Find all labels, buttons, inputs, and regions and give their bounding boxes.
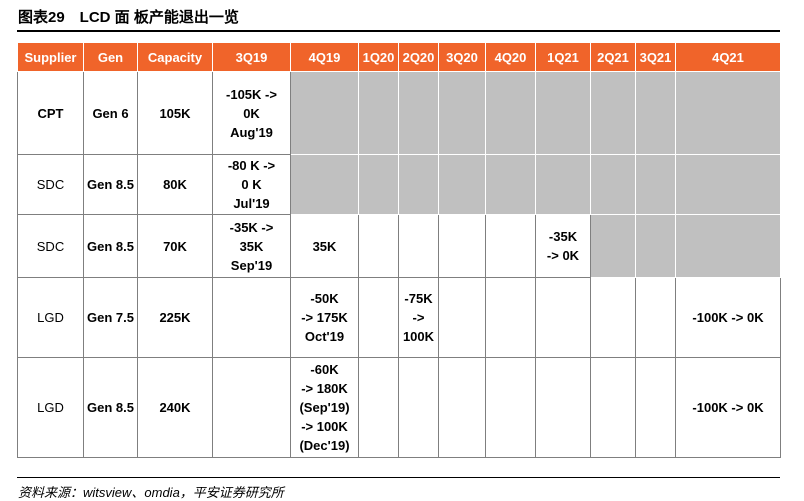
column-header: Gen [83,42,138,72]
column-header: 3Q19 [212,42,291,72]
table-cell [590,154,636,215]
table-cell: Gen 8.5 [83,214,138,278]
table-cell [398,71,439,155]
table-cell [438,154,486,215]
table-cell [535,154,591,215]
table-cell [290,154,359,215]
table-cell: SDC [17,214,84,278]
table-cell: CPT [17,71,84,155]
column-header: 1Q21 [535,42,591,72]
table-cell: -100K -> 0K [675,357,781,458]
table-cell: Gen 7.5 [83,277,138,358]
table-cell [438,277,486,358]
table-cell [358,154,399,215]
table-cell: -80 K -> 0 K Jul'19 [212,154,291,215]
table: Supplier Gen Capacity 3Q19 4Q19 1Q20 2Q20 3Q20 4… [17,42,781,458]
table-cell: -60K -> 180K (Sep'19) -> 100K (Dec'19) [290,357,359,458]
table-cell [675,214,781,278]
table-cell [438,71,486,155]
table-cell [398,154,439,215]
table-cell [485,154,536,215]
header-row: Supplier Gen Capacity 3Q19 4Q19 1Q20 2Q20 3Q20 4… [17,42,781,72]
table-cell [535,71,591,155]
column-header: 2Q21 [590,42,636,72]
table-cell [438,214,486,278]
table-cell: -75K -> 100K [398,277,439,358]
table-cell [635,154,676,215]
table-row: LGD Gen 7.5 225K -50K -> 175K Oct'19 -75K ->… [17,277,781,358]
table-cell: 35K [290,214,359,278]
column-header: 3Q21 [635,42,676,72]
table-cell [675,154,781,215]
table-cell [398,357,439,458]
rule [17,30,780,32]
table-cell [358,214,399,278]
table-cell [590,357,636,458]
table-cell: 240K [137,357,213,458]
rule [17,477,780,478]
column-header: 2Q20 [398,42,439,72]
table-cell: -105K -> 0K Aug'19 [212,71,291,155]
table-cell [290,71,359,155]
table-cell [635,214,676,278]
table-row: SDC Gen 8.5 70K -35K -> 35K Sep'19 35K -35K -… [17,214,781,278]
table-cell: 70K [137,214,213,278]
table-cell: LGD [17,357,84,458]
table-cell [485,277,536,358]
source: 资料来源：witsview、omdia，平安证券研究所 [18,485,284,500]
title: 图表29 LCD 面 板产能退出一览 [18,9,239,26]
column-header: 4Q19 [290,42,359,72]
table-cell [398,214,439,278]
table-row: SDC Gen 8.5 80K -80 K -> 0 K Jul'19 [17,154,781,215]
table-cell: Gen 8.5 [83,357,138,458]
table-cell [535,357,591,458]
table-row: LGD Gen 8.5 240K -60K -> 180K (Sep'19) -> 1… [17,357,781,458]
table-cell: -35K -> 35K Sep'19 [212,214,291,278]
table-cell: 225K [137,277,213,358]
table-cell: -50K -> 175K Oct'19 [290,277,359,358]
table-cell: -100K -> 0K [675,277,781,358]
table-cell [212,357,291,458]
table-cell [485,357,536,458]
table-cell [675,71,781,155]
table-cell [590,214,636,278]
column-header: 3Q20 [438,42,486,72]
table-cell: 105K [137,71,213,155]
table-cell [438,357,486,458]
table-cell: LGD [17,277,84,358]
table-cell [635,357,676,458]
column-header: Capacity [137,42,213,72]
table-cell [358,71,399,155]
column-header: 4Q20 [485,42,536,72]
table-cell: Gen 6 [83,71,138,155]
column-header: Supplier [17,42,84,72]
table-cell: 80K [137,154,213,215]
table-cell [485,71,536,155]
table-cell [635,71,676,155]
column-header: 1Q20 [358,42,399,72]
table-cell [485,214,536,278]
table-cell [635,277,676,358]
table-cell: Gen 8.5 [83,154,138,215]
table-cell [212,277,291,358]
table-cell [590,71,636,155]
table-cell [358,277,399,358]
table-cell [535,277,591,358]
table-cell [590,277,636,358]
table-cell [358,357,399,458]
table-row: CPT Gen 6 105K -105K -> 0K Aug'19 [17,71,781,155]
table-cell: -35K -> 0K [535,214,591,278]
column-header: 4Q21 [675,42,781,72]
table-cell: SDC [17,154,84,215]
